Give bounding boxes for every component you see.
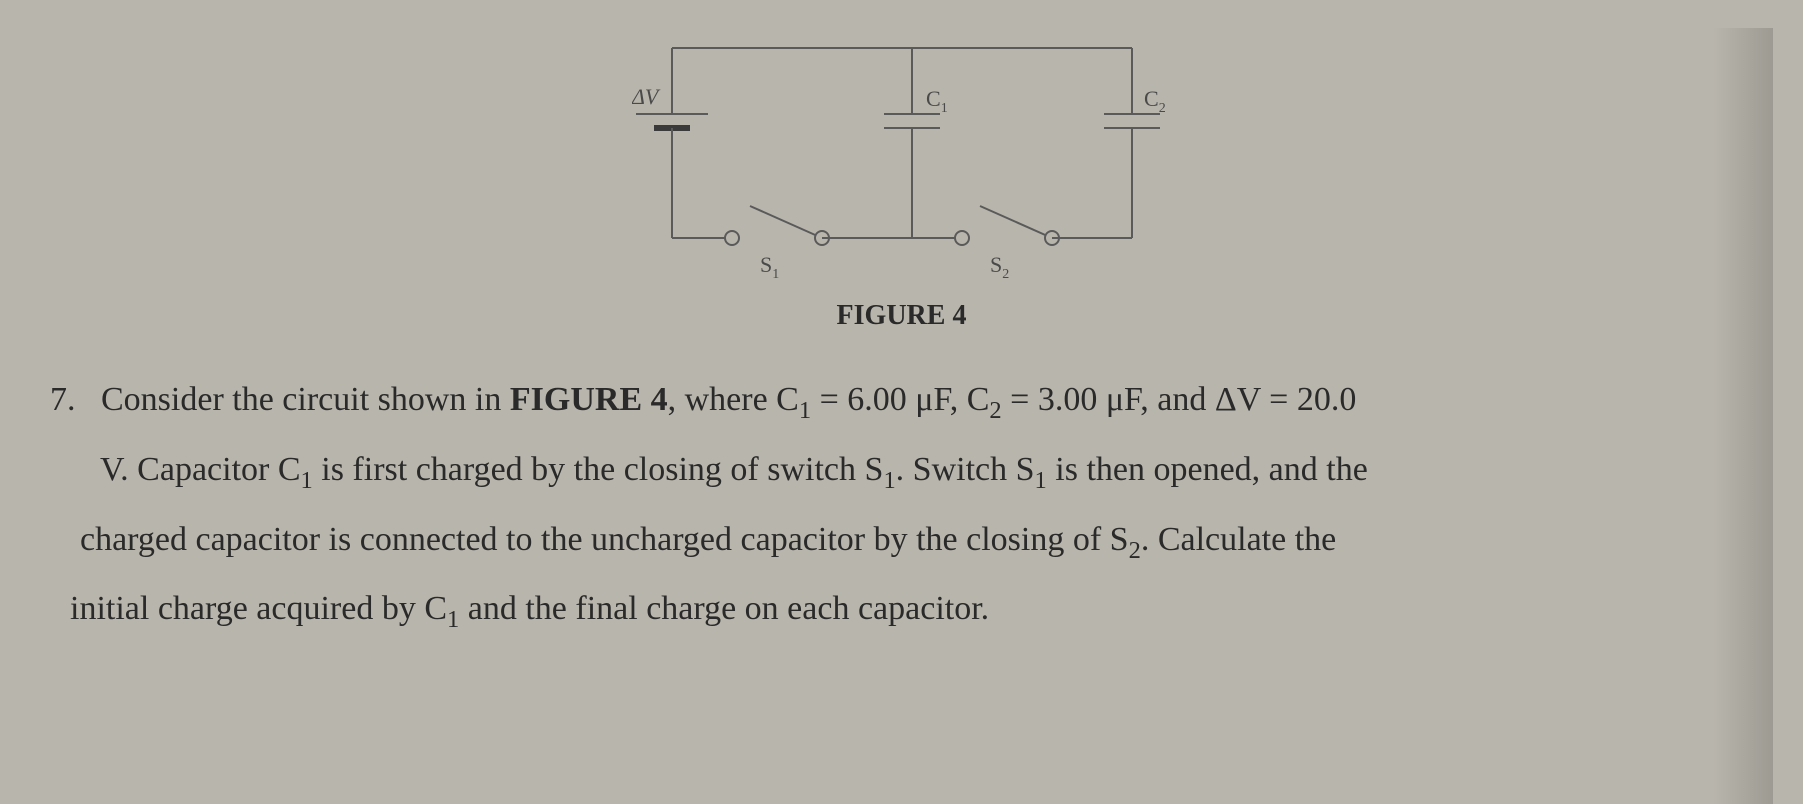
problem-number: 7. [50,381,76,418]
unit: μF [1106,381,1140,418]
text-span: and the final charge on each capacitor. [459,590,989,627]
figure-caption: FIGURE 4 [30,300,1773,332]
figure-ref: FIGURE 4 [510,381,668,418]
text-span: initial charge acquired by C [70,590,447,627]
c1-value: 6.00 [847,381,907,418]
label-c2: C2 [1144,86,1166,116]
label-s1: S1 [760,252,779,282]
text-span: is then opened, and the [1047,451,1368,488]
unit: μF [915,381,949,418]
text-span: , and ΔV = [1140,381,1297,418]
text-span: = [811,381,847,418]
text-span: charged capacitor is connected to the un… [80,521,1129,558]
label-dv: ΔV [632,84,661,109]
text-span: , C [950,381,990,418]
text-span: = [1002,381,1038,418]
dv-value: 20.0 [1297,381,1357,418]
text-span: V. Capacitor C [100,451,301,488]
text-span: is first charged by the closing of switc… [313,451,884,488]
circuit-figure: ΔV C1 C2 S1 [632,28,1172,288]
text-span: Consider the circuit shown in [101,381,510,418]
problem-text: 7. Consider the circuit shown in FIGURE … [30,366,1773,645]
page: ΔV C1 C2 S1 [30,28,1773,804]
s2-terminal-left [955,231,969,245]
label-c1: C1 [926,86,948,116]
label-s2: S2 [990,252,1009,282]
text-span: , where C [668,381,799,418]
s1-terminal-left [725,231,739,245]
text-span: . Calculate the [1141,521,1336,558]
text-span: . Switch S [896,451,1035,488]
circuit-svg: ΔV C1 C2 S1 [632,28,1172,288]
c2-value: 3.00 [1038,381,1098,418]
